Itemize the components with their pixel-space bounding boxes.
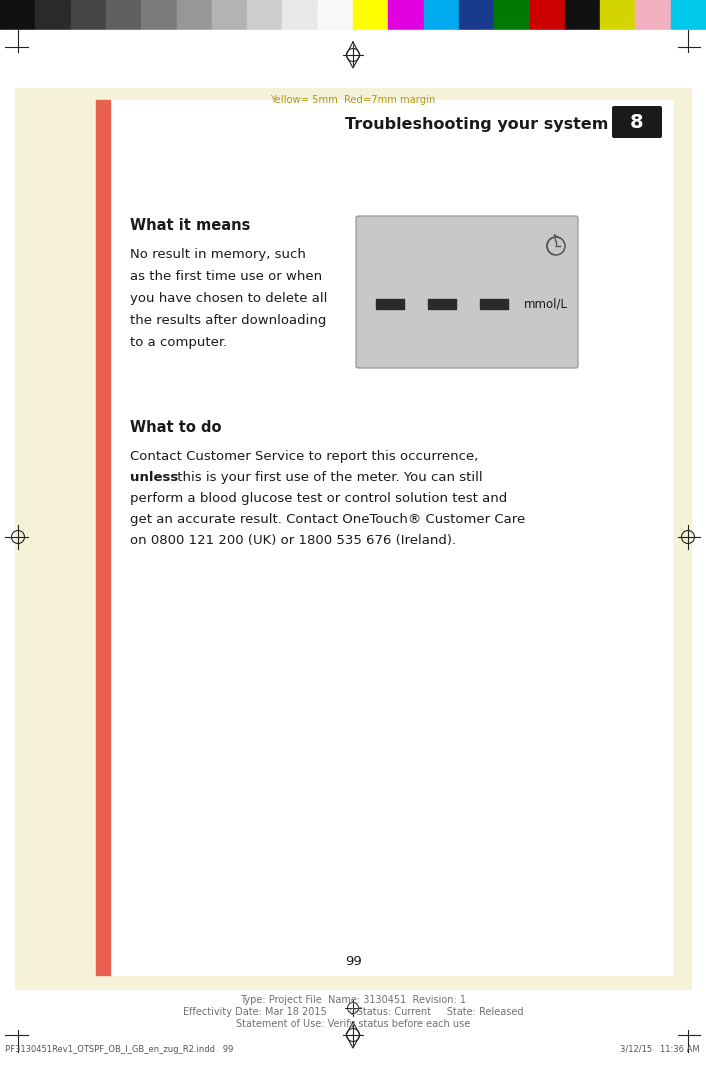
Text: Statement of Use: Verify status before each use: Statement of Use: Verify status before e… <box>236 1019 470 1029</box>
Bar <box>353 0 388 30</box>
Text: PF3130451Rev1_OTSPF_OB_I_GB_en_zug_R2.indd   99: PF3130451Rev1_OTSPF_OB_I_GB_en_zug_R2.in… <box>5 1045 234 1053</box>
Bar <box>141 0 176 30</box>
Text: 99: 99 <box>345 955 361 968</box>
Text: Contact Customer Service to report this occurrence,: Contact Customer Service to report this … <box>130 450 479 463</box>
Text: Yellow= 5mm  Red=7mm margin: Yellow= 5mm Red=7mm margin <box>270 95 436 105</box>
Bar <box>459 0 494 30</box>
Bar <box>388 0 424 30</box>
Text: you have chosen to delete all: you have chosen to delete all <box>130 292 328 305</box>
Text: mmol/L: mmol/L <box>524 298 568 311</box>
Bar <box>247 0 282 30</box>
Text: No result in memory, such: No result in memory, such <box>130 248 306 261</box>
Bar <box>480 299 508 309</box>
Text: perform a blood glucose test or control solution test and: perform a blood glucose test or control … <box>130 492 507 505</box>
Bar <box>96 100 110 975</box>
Bar <box>35 0 71 30</box>
Bar <box>424 0 459 30</box>
Bar <box>71 0 106 30</box>
Bar <box>376 299 404 309</box>
Text: get an accurate result. Contact OneTouch® Customer Care: get an accurate result. Contact OneTouch… <box>130 513 525 526</box>
Text: the results after downloading: the results after downloading <box>130 314 326 327</box>
Bar <box>0 0 35 30</box>
Bar <box>428 299 456 309</box>
Bar <box>0 990 706 1035</box>
Text: What to do: What to do <box>130 420 222 435</box>
Bar <box>176 0 212 30</box>
Text: unless: unless <box>130 471 178 484</box>
FancyBboxPatch shape <box>612 106 662 138</box>
Bar <box>212 0 247 30</box>
Bar <box>110 100 672 975</box>
Bar <box>318 0 353 30</box>
Text: to a computer.: to a computer. <box>130 336 227 349</box>
Text: Troubleshooting your system: Troubleshooting your system <box>345 117 608 132</box>
Text: on 0800 121 200 (UK) or 1800 535 676 (Ireland).: on 0800 121 200 (UK) or 1800 535 676 (Ir… <box>130 534 456 547</box>
Text: 8: 8 <box>630 114 644 132</box>
Text: this is your first use of the meter. You can still: this is your first use of the meter. You… <box>173 471 483 484</box>
Bar <box>15 88 691 990</box>
FancyBboxPatch shape <box>356 216 578 368</box>
Text: Effectivity Date: Mar 18 2015       ⊙Status: Current     State: Released: Effectivity Date: Mar 18 2015 ⊙Status: C… <box>183 1007 523 1017</box>
Bar <box>565 0 600 30</box>
Text: as the first time use or when: as the first time use or when <box>130 270 322 283</box>
Bar <box>0 1037 706 1075</box>
Bar <box>671 0 706 30</box>
Text: Type: Project File  Name: 3130451  Revision: 1: Type: Project File Name: 3130451 Revisio… <box>240 995 466 1005</box>
Bar <box>0 30 706 88</box>
Text: What it means: What it means <box>130 218 251 233</box>
Bar <box>106 0 141 30</box>
Text: 3/12/15   11:36 AM: 3/12/15 11:36 AM <box>621 1045 700 1053</box>
Bar <box>282 0 318 30</box>
Bar <box>494 0 530 30</box>
Bar <box>600 0 635 30</box>
Bar <box>530 0 565 30</box>
Bar <box>635 0 671 30</box>
